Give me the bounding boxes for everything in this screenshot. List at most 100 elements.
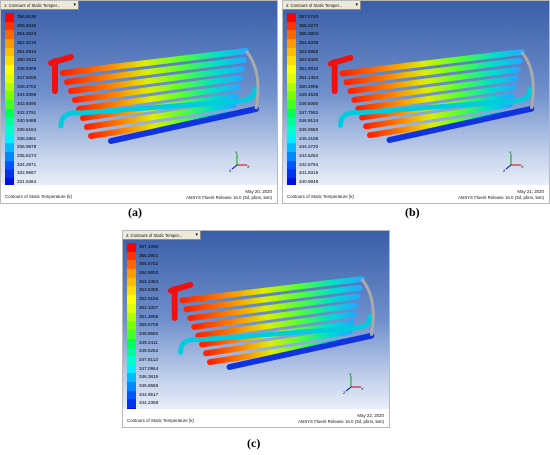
legend-swatch: [5, 21, 14, 31]
return-tube: [226, 332, 375, 370]
legend-swatch: [127, 269, 136, 278]
legend-value: 348.6060: [299, 100, 319, 106]
plot-date: May 20, 2020: [245, 189, 272, 194]
legend-value: 350.2612: [17, 57, 37, 63]
return-tube: [108, 106, 259, 144]
legend-value: 351.9932: [299, 66, 319, 72]
close-icon[interactable]: ▾: [355, 2, 358, 8]
tab-title: 4: Contours of Static Temper...: [286, 3, 343, 8]
outlet-pipe: [58, 86, 258, 129]
axis-x-label: X: [361, 386, 364, 391]
legend-value: 343.6095: [17, 100, 37, 106]
panel-label-b: (b): [405, 205, 420, 219]
tube: [72, 75, 243, 103]
legend-swatch: [5, 117, 14, 126]
legend-swatch: [5, 82, 14, 92]
legend-value: 347.0964: [139, 365, 159, 371]
legend-value: 346.0656: [299, 126, 319, 132]
inlet-header: [167, 281, 194, 322]
legend-value: 336.9578: [17, 144, 37, 150]
legend-value: 335.6274: [17, 153, 37, 158]
legend-value: 356.9130: [17, 14, 37, 19]
tube: [76, 84, 241, 112]
legend-swatch: [287, 91, 296, 100]
legend-swatch: [287, 39, 296, 48]
axis-z-label: Z: [229, 168, 232, 173]
legend-value: 349.2411: [139, 339, 158, 345]
legend-value: 354.2454: [139, 278, 159, 284]
legend-value: 355.3804: [299, 31, 319, 37]
legend-value: 352.8400: [299, 57, 319, 63]
legend-swatch: [287, 125, 296, 135]
legend-swatch: [127, 373, 136, 382]
legend-swatch: [287, 108, 296, 118]
legend-value: 342.2791: [17, 109, 37, 115]
legend-swatch: [287, 73, 296, 83]
plot-release: ANSYS Fluent Release 16.0 (3d, pbns, lam…: [298, 419, 384, 424]
close-icon[interactable]: ▾: [195, 232, 198, 238]
legend-value: 351.3858: [139, 313, 159, 319]
tab-panel-a[interactable]: 1: Contours of Static Temper... ▾: [1, 1, 79, 10]
footer: Contours of Static Temperature (k) May 2…: [1, 185, 277, 203]
legend-value: 332.9667: [17, 170, 37, 176]
legend-value: 338.2881: [17, 135, 37, 141]
legend-value: 355.6752: [139, 261, 159, 267]
legend-value: 340.9488: [17, 118, 37, 124]
tab-title: 1: Contours of Static Temper...: [4, 3, 61, 8]
axis-triad-icon: Y X Z: [503, 151, 524, 173]
legend-swatch: [127, 329, 136, 339]
legend-swatch: [287, 169, 296, 179]
legend-value: 334.2971: [17, 161, 37, 167]
legend-swatch: [287, 56, 296, 66]
plot-date: May 21, 2020: [517, 189, 544, 194]
legend-swatch: [127, 321, 136, 330]
legend-value: 352.8156: [139, 296, 159, 302]
u-bend: [520, 51, 535, 109]
tube: [203, 328, 353, 357]
axis-x-label: X: [521, 164, 524, 169]
legend-value: 346.2702: [17, 83, 37, 89]
legend-value: 331.6364: [17, 179, 37, 185]
legend-value: 346.3815: [139, 374, 159, 380]
legend-value: 341.8316: [299, 170, 319, 176]
u-bend: [360, 278, 375, 336]
legend-swatch: [287, 99, 296, 109]
footer: Contours of Static Temperature (k) May 2…: [283, 185, 549, 203]
legend-value: 344.3720: [299, 144, 319, 150]
tube: [351, 75, 519, 103]
legend-swatch: [5, 65, 14, 74]
tube: [195, 311, 357, 339]
legend-value: 343.5252: [299, 153, 319, 158]
legend-swatch: [287, 47, 296, 57]
legend-swatch: [5, 56, 14, 66]
legend-value: 357.1050: [139, 244, 159, 249]
tab-panel-b[interactable]: 4: Contours of Static Temper... ▾: [283, 1, 361, 10]
axis-z-label: Z: [503, 168, 506, 173]
legend-swatch: [5, 91, 14, 100]
outlet-pipe: [178, 313, 373, 355]
plot-date: May 22, 2020: [357, 413, 384, 418]
legend-value: 356.3901: [139, 252, 159, 258]
legend-value: 344.9399: [17, 92, 37, 98]
legend-swatch: [5, 125, 14, 135]
legend-swatch: [127, 399, 136, 409]
legend-value: 354.5336: [299, 40, 319, 46]
tab-panel-c[interactable]: 4: Contours of Static Temper... ▾: [123, 231, 201, 240]
panel-label-c: (c): [247, 436, 261, 450]
legend-value: 353.5305: [139, 287, 159, 293]
close-icon[interactable]: ▾: [73, 2, 76, 8]
legend-swatch: [127, 347, 136, 356]
legend-value: 351.1464: [299, 74, 319, 80]
legend-swatch: [5, 178, 14, 187]
legend-swatch: [127, 390, 136, 400]
legend-swatch: [287, 143, 296, 152]
legend-swatch: [5, 134, 14, 144]
plot-release: ANSYS Fluent Release 16.0 (3d, pbns, lam…: [458, 195, 544, 200]
legend-swatch: [127, 382, 136, 391]
legend-swatch: [127, 251, 136, 261]
panel-a: 1: Contours of Static Temper... ▾ 356.913…: [0, 0, 278, 204]
legend-value: 339.6184: [17, 126, 37, 132]
legend-value: 340.9848: [299, 179, 319, 185]
inlet-header: [48, 54, 74, 94]
legend-swatch: [287, 152, 296, 161]
